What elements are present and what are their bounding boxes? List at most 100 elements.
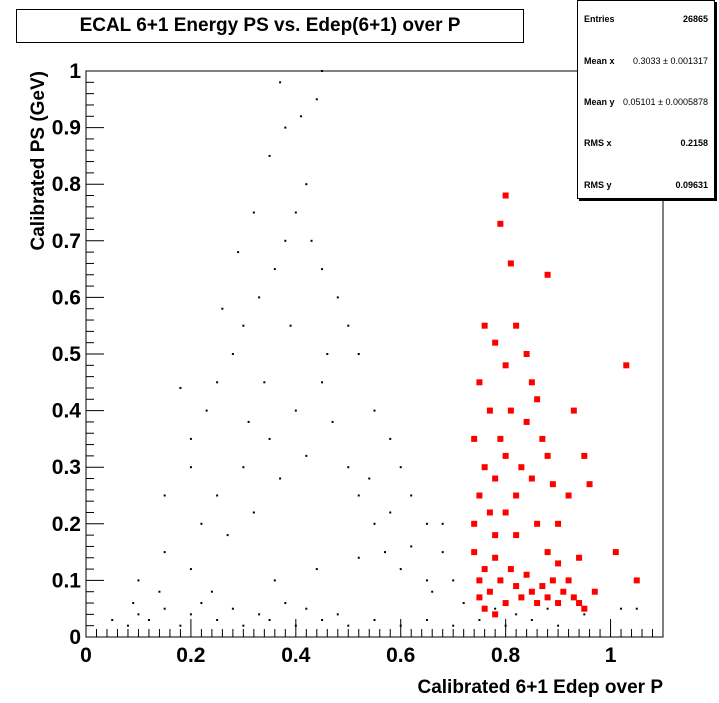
y-axis-title: Calibrated PS (GeV) [28,71,49,251]
data-point-selected [534,600,541,607]
data-point [163,607,166,610]
data-point [284,602,287,605]
data-point [179,624,182,627]
data-point [242,324,245,327]
data-point-selected [497,435,504,442]
data-point-selected [502,600,509,607]
y-tick-label: 0.9 [52,117,81,140]
data-point [252,211,255,214]
chart-title: ECAL 6+1 Energy PS vs. Edep(6+1) over P [16,9,524,43]
data-point [247,420,250,423]
data-point [226,534,229,537]
data-point-selected [513,532,520,539]
stat-value: 26865 [682,14,708,24]
data-point [163,551,166,554]
data-point-selected [576,600,583,607]
data-point [216,381,219,384]
data-point-selected [481,322,488,329]
data-point-selected [492,475,499,482]
data-point [237,251,240,254]
data-point-selected [565,577,572,584]
data-point-selected [513,322,520,329]
data-point [368,477,371,480]
stat-row-rms-y: RMS y 0.09631 [584,180,708,192]
data-point [300,115,303,118]
stat-value: 0.3033 ± 0.001317 [632,56,708,66]
data-point-selected [502,509,509,516]
data-point-selected [497,220,504,227]
data-point-selected [502,362,509,369]
data-point [347,324,350,327]
stat-name: RMS x [584,138,612,148]
data-point [263,381,266,384]
data-point [231,607,234,610]
data-point [557,624,560,627]
data-point [399,568,402,571]
data-point-selected [507,566,514,573]
data-point-selected [544,452,551,459]
stat-name: Mean y [584,97,615,107]
data-point-selected [576,554,583,561]
stat-name: Entries [584,14,615,24]
data-point-selected [492,611,499,618]
data-point [258,296,261,299]
data-point [163,494,166,497]
y-tick-label: 0.2 [52,513,81,536]
stat-value: 0.2158 [680,138,708,148]
data-point [111,619,114,622]
data-point [357,556,360,559]
data-point-selected [523,571,530,578]
data-point-selected [544,271,551,278]
data-point-selected [481,464,488,471]
stat-value: 0.09631 [675,180,708,190]
data-point [478,619,481,622]
data-point-selected [518,594,525,601]
data-point [273,579,276,582]
data-point [158,590,161,593]
data-point [126,624,129,627]
data-point [462,602,465,605]
data-point [210,590,213,593]
x-tick-label: 0 [80,644,92,667]
stat-row-mean-x: Mean x 0.3033 ± 0.001317 [584,56,708,68]
data-point [383,551,386,554]
data-point-selected [555,600,562,607]
data-point-selected [492,554,499,561]
data-point [494,607,497,610]
data-point-selected [486,509,493,516]
data-point-selected [570,407,577,414]
data-point-selected [534,396,541,403]
data-point-selected [471,520,478,527]
data-point [200,602,203,605]
x-axis-ticks: 0 0.2 0.4 0.6 0.8 1 [80,619,664,667]
y-tick-label: 0.3 [52,456,81,479]
data-point-selected [591,588,598,595]
data-point [279,81,282,84]
data-point-selected [502,192,509,199]
data-point-selected [623,362,630,369]
data-point [315,98,318,101]
data-point-selected [476,577,483,584]
stat-row-entries: Entries 26865 [584,14,708,26]
y-axis-ticks: 0 0.1 0.2 0.3 0.4 0.5 0.6 0.7 0.8 0.9 1 [52,60,104,649]
stat-row-mean-y: Mean y 0.05101 ± 0.0005878 [584,97,708,109]
data-point [347,624,350,627]
stat-name: RMS y [584,180,612,190]
data-point [357,494,360,497]
data-point-selected [612,549,619,556]
data-point-selected [549,577,556,584]
y-tick-label: 1 [69,60,81,83]
data-point-selected [560,588,567,595]
data-point-selected [581,452,588,459]
y-tick-label: 0.5 [52,343,82,366]
data-point [389,437,392,440]
data-point-selected [534,520,541,527]
data-point [620,607,623,610]
data-point-selected [523,351,530,357]
data-point [137,613,140,616]
data-point [373,619,376,622]
data-point [452,624,455,627]
data-point [221,307,224,310]
data-point-selected [486,407,493,414]
